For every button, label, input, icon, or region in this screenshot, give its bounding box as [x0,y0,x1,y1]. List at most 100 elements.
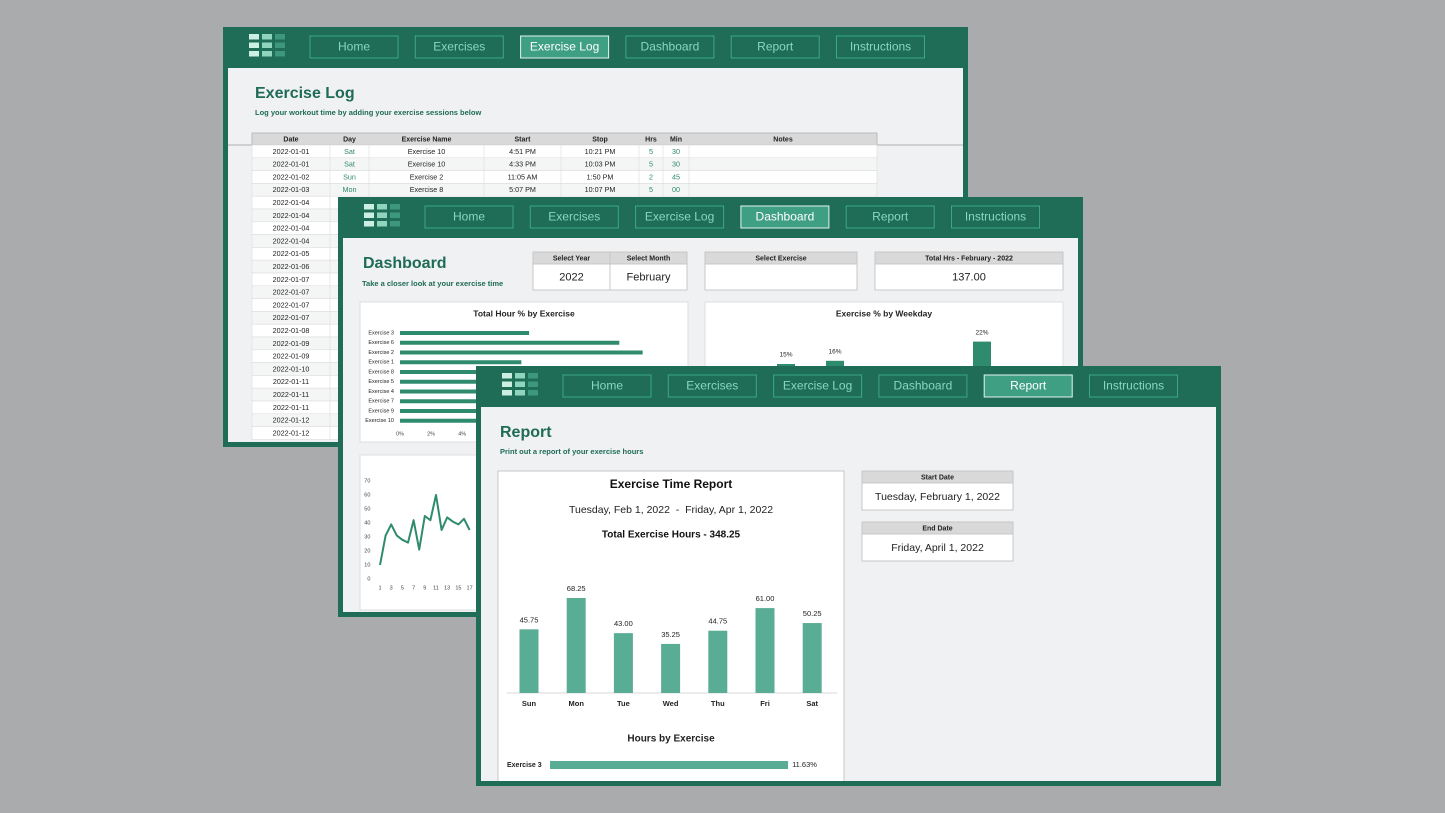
y-tick-label: 10 [364,562,370,568]
category-label: Exercise 7 [368,399,394,405]
nav-button[interactable] [562,374,652,398]
category-label: Exercise 3 [368,330,394,336]
table-cell: 45 [672,172,680,181]
nav-button[interactable] [414,35,504,59]
nav-button[interactable] [740,205,830,229]
table-cell: 2022-01-10 [273,364,310,373]
logo-cell [249,42,259,48]
value-label: 43.00 [614,619,633,628]
category-label: Exercise 3 [507,762,542,769]
nav-button[interactable] [983,374,1073,398]
logo-cell [515,373,525,379]
table-cell: Exercise 10 [408,147,446,156]
value-label: 68.25 [567,584,586,593]
table-cell: 2022-01-12 [273,416,310,425]
logo-cell [377,221,387,227]
table-cell: 2022-01-05 [273,249,310,258]
category-label: Exercise 6 [368,340,394,346]
nav-button[interactable] [529,205,619,229]
table-cell: 2022-01-11 [273,377,309,386]
date-label: Start Date [921,474,954,481]
category-label: Wed [663,699,679,708]
selector-box[interactable] [532,263,611,291]
x-tick-label: 5 [401,585,404,591]
table-cell: 2022-01-01 [273,147,310,156]
value-label: 15% [779,352,792,359]
logo-cell [377,204,387,210]
report-card [497,470,845,781]
table-cell: 00 [672,185,680,194]
column-header: Min [670,136,682,143]
logo-cell [249,34,259,40]
table-cell: 4:33 PM [509,160,536,169]
logo-cell [262,51,272,57]
category-label: Exercise 5 [368,379,394,385]
window: Home Exercises Exercise Log Dashboard Report… [476,366,1221,786]
table-cell: 2022-01-07 [273,288,310,297]
x-tick-label: 7 [412,585,415,591]
nav-button[interactable] [309,35,399,59]
nav-label: Home [453,210,485,224]
x-tick-label: 2% [427,431,435,437]
bar [519,629,539,693]
nav-button[interactable] [625,35,715,59]
bar [400,331,530,335]
nav-button[interactable] [667,374,757,398]
selector-label: Select Exercise [755,255,806,262]
page-subtitle: Take a closer look at your exercise time [362,279,503,288]
table-cell: 2022-01-11 [273,390,309,399]
table-cell: 2022-01-07 [273,300,310,309]
nav-button[interactable] [845,205,935,229]
selector-value: February [626,271,671,283]
nav-button[interactable] [878,374,968,398]
selector-label: Select Month [627,255,671,262]
selector-value: 2022 [559,271,583,283]
category-label: Sat [806,699,818,708]
nav-label: Exercise Log [645,210,714,224]
logo-cell [390,212,400,218]
nav-button[interactable] [424,205,514,229]
category-label: Exercise 8 [368,369,394,375]
nav-button[interactable] [773,374,863,398]
table-cell: 5:07 PM [509,185,536,194]
selector-box[interactable] [874,263,1064,291]
nav-button[interactable] [1089,374,1178,398]
date-value: Tuesday, February 1, 2022 [875,491,1000,503]
selector-box[interactable] [609,263,688,291]
value-label: 11.63% [792,760,817,769]
chart-title: Hours by Exercise [627,734,715,745]
nav-button[interactable] [951,205,1040,229]
nav-label: Exercises [433,40,485,54]
table-cell: 2022-01-04 [273,198,310,207]
date-box[interactable] [861,482,1014,511]
table-cell: 2022-01-02 [273,172,310,181]
logo-cell [528,373,538,379]
logo-cell [502,390,512,396]
nav-button[interactable] [730,35,820,59]
table-cell: Sun [343,172,356,181]
y-tick-label: 40 [364,520,370,526]
selector-box[interactable] [704,263,858,291]
table-cell: 2022-01-06 [273,262,310,271]
nav-label: Dashboard [894,379,953,393]
table-cell: Mon [343,185,357,194]
chart-title: Total Hour % by Exercise [473,308,575,318]
bar [708,630,728,693]
date-box[interactable] [861,533,1014,562]
logo-cell [390,221,400,227]
nav-button[interactable] [635,205,725,229]
logo-cell [275,51,285,57]
nav-button[interactable] [520,35,610,59]
value-label: 50.25 [803,609,822,618]
table-cell: 1:50 PM [587,172,614,181]
table-cell: 2022-01-04 [273,211,310,220]
table-cell: 5 [649,160,653,169]
table-cell: 5 [649,147,653,156]
logo-cell [275,42,285,48]
nav-label: Dashboard [641,40,700,54]
nav-label: Exercises [548,210,600,224]
logo-cell [262,34,272,40]
line-series [379,494,471,566]
nav-button[interactable] [836,35,925,59]
table-cell: 2022-01-12 [273,428,310,437]
